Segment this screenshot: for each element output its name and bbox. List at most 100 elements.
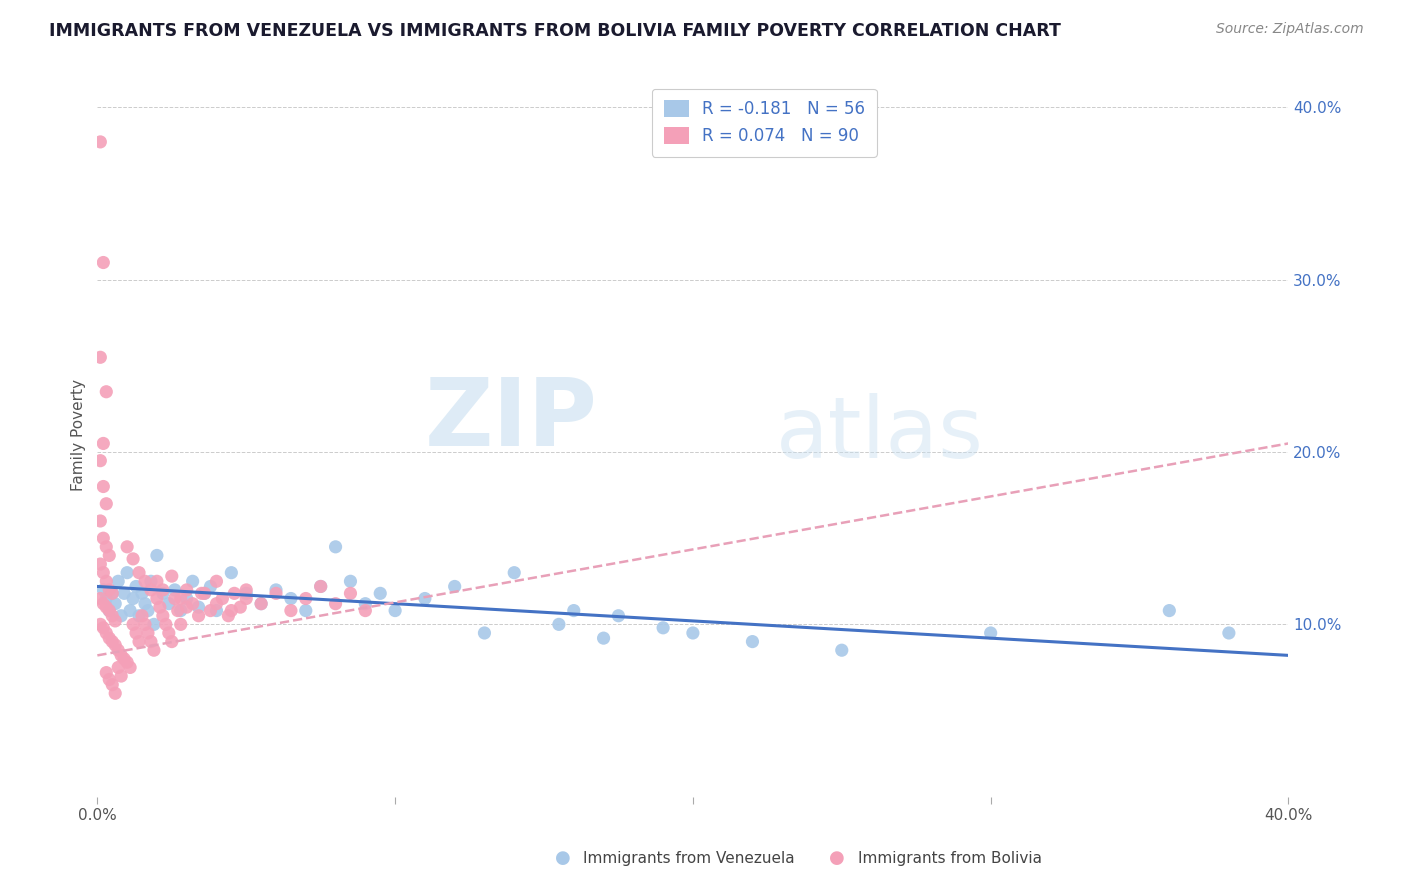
Point [89,453,111,467]
Point [152,608,174,623]
Legend: R = -0.181   N = 56, R = 0.074   N = 90: R = -0.181 N = 56, R = 0.074 N = 90 [652,88,877,157]
Point [1159,604,1181,618]
Point [339,586,361,600]
Point [193,586,215,600]
Point [235,591,257,606]
Point [134,574,156,589]
Point [229,600,252,615]
Point [200,579,222,593]
Point [250,597,273,611]
Point [134,597,156,611]
Point [474,626,496,640]
Point [112,586,135,600]
Point [170,591,193,606]
Point [146,591,169,606]
Point [112,652,135,666]
Point [217,608,239,623]
Point [120,604,142,618]
Point [96,600,118,615]
Point [170,617,193,632]
Point [128,608,150,623]
Point [131,608,153,623]
Point [89,617,111,632]
Point [250,597,273,611]
Point [309,579,332,593]
Point [110,608,132,623]
Point [264,582,287,597]
Point [205,574,228,589]
Point [1218,626,1240,640]
Point [98,582,121,597]
Point [110,648,132,663]
Text: Immigrants from Bolivia: Immigrants from Bolivia [858,851,1042,865]
Point [193,586,215,600]
Point [101,634,124,648]
Text: Immigrants from Venezuela: Immigrants from Venezuela [583,851,796,865]
Point [101,608,124,623]
Point [110,669,132,683]
Point [503,566,526,580]
Point [149,600,172,615]
Point [104,597,127,611]
Point [181,574,204,589]
Point [181,597,204,611]
Point [152,582,174,597]
Point [107,643,129,657]
Point [98,631,121,645]
Point [115,540,138,554]
Point [91,436,114,450]
Point [122,617,145,632]
Point [280,604,302,618]
Point [176,600,198,615]
Point [139,582,162,597]
Point [96,497,118,511]
Point [136,604,159,618]
Point [354,604,377,618]
Y-axis label: Family Poverty: Family Poverty [72,379,86,491]
Point [91,479,114,493]
Point [980,626,1002,640]
Text: ZIP: ZIP [425,375,598,467]
Point [235,586,257,600]
Point [139,574,162,589]
Point [211,591,233,606]
Text: ●: ● [554,849,571,867]
Point [96,384,118,399]
Point [592,631,614,645]
Point [91,566,114,580]
Point [120,660,142,674]
Point [170,604,193,618]
Point [339,574,361,589]
Point [101,586,124,600]
Point [98,604,121,618]
Point [562,604,585,618]
Point [652,621,675,635]
Point [309,579,332,593]
Point [157,597,180,611]
Point [682,626,704,640]
Point [96,540,118,554]
Point [104,614,127,628]
Point [91,582,114,597]
Point [122,552,145,566]
Text: IMMIGRANTS FROM VENEZUELA VS IMMIGRANTS FROM BOLIVIA FAMILY POVERTY CORRELATION : IMMIGRANTS FROM VENEZUELA VS IMMIGRANTS … [49,22,1062,40]
Point [101,586,124,600]
Point [91,531,114,545]
Point [98,549,121,563]
Text: Source: ZipAtlas.com: Source: ZipAtlas.com [1216,22,1364,37]
Point [176,591,198,606]
Point [96,574,118,589]
Point [139,634,162,648]
Point [280,591,302,606]
Point [205,604,228,618]
Point [107,660,129,674]
Point [104,686,127,700]
Point [152,586,174,600]
Point [89,591,111,606]
Point [128,566,150,580]
Point [96,665,118,680]
Point [96,626,118,640]
Point [413,591,436,606]
Point [115,655,138,669]
Point [91,597,114,611]
